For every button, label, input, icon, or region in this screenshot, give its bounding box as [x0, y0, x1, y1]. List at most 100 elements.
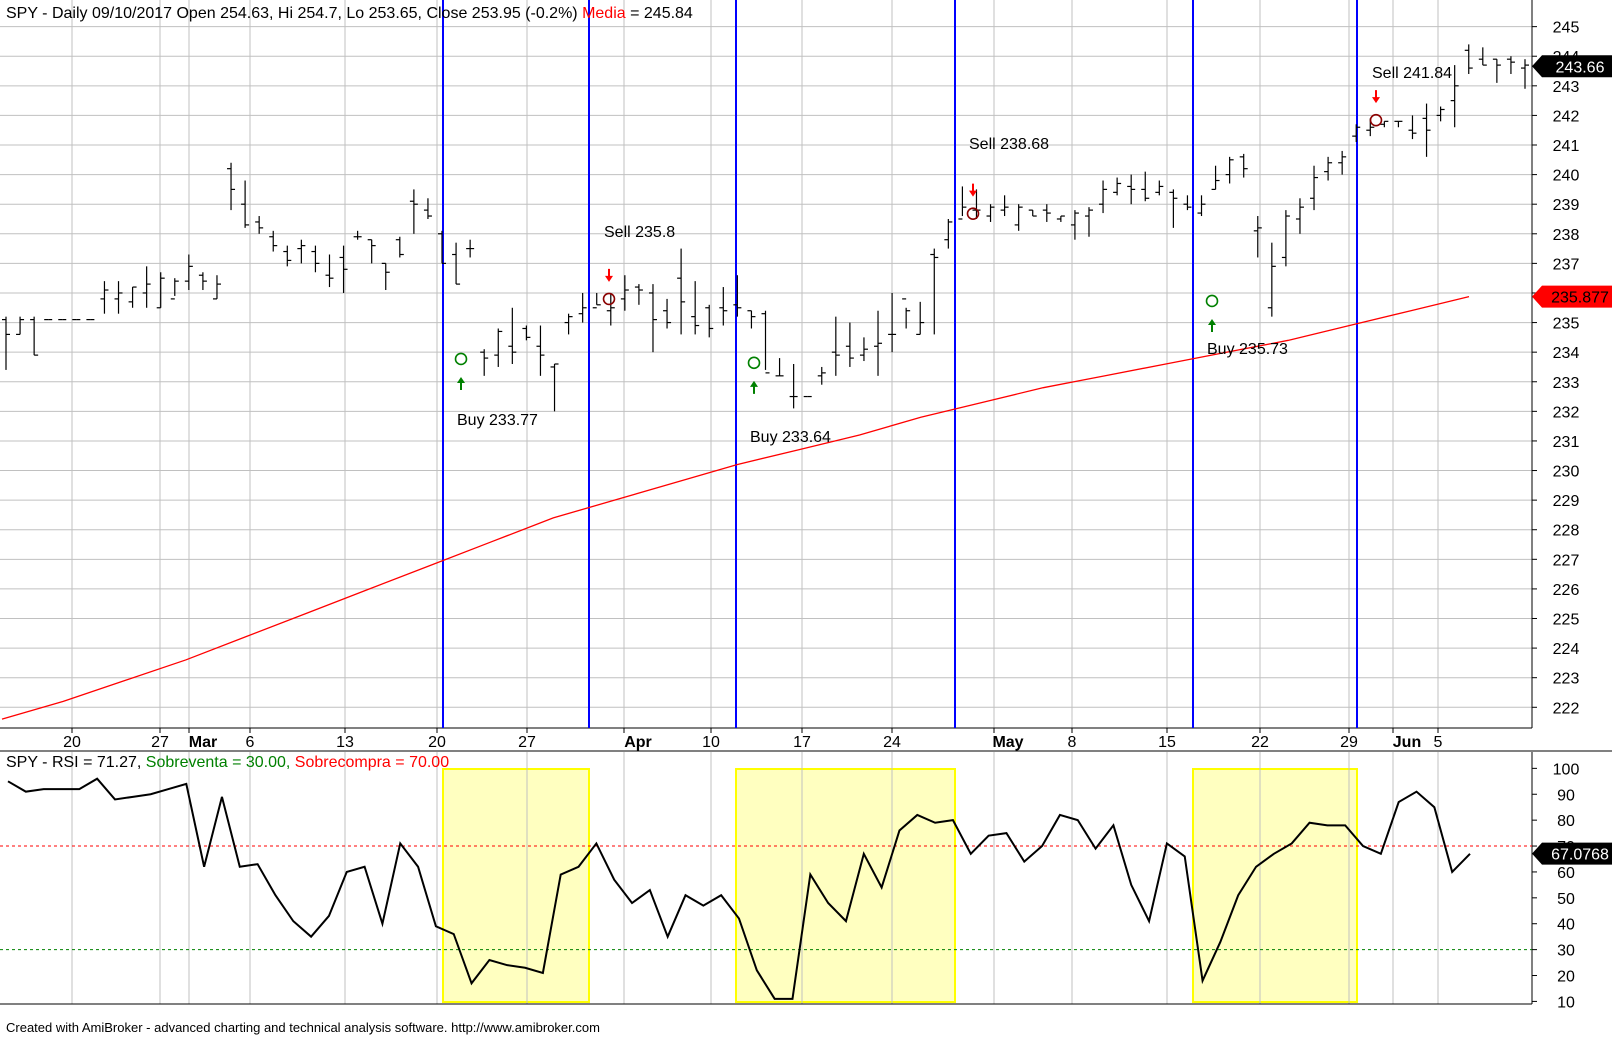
ohlc-bar — [184, 254, 193, 291]
ohlc-bar — [831, 316, 840, 376]
ohlc-bar — [719, 287, 728, 326]
ohlc-bar — [241, 180, 250, 228]
ohlc-bar — [297, 239, 306, 264]
ohlc-bar — [634, 284, 643, 305]
price-xtick-label-May: May — [992, 734, 1023, 751]
last-price-flag — [1532, 55, 1612, 78]
price-header: SPY - Daily 09/10/2017 Open 254.63, Hi 2… — [6, 5, 693, 22]
price-ytick-label-241: 241 — [1553, 138, 1580, 155]
price-chart[interactable]: 2222232242252262272282292302312322332342… — [0, 0, 1612, 752]
ohlc-bar — [958, 186, 967, 220]
ma-last-flag — [1532, 285, 1612, 308]
sell-signal-marker — [1369, 113, 1383, 127]
price-ytick-label-223: 223 — [1553, 671, 1580, 688]
ohlc-bar — [845, 322, 854, 367]
rsi-header-oversold: Sobreventa = 30.00, — [146, 754, 295, 771]
price-ytick-label-227: 227 — [1553, 552, 1580, 569]
sell-signal-label: Sell 235.8 — [604, 224, 675, 241]
ohlc-bar — [367, 239, 376, 264]
ohlc-bar — [1253, 216, 1262, 258]
ohlc-bar — [592, 292, 601, 309]
price-xtick-label-6: 6 — [246, 734, 255, 751]
ohlc-bar — [1211, 165, 1220, 190]
ohlc-bar — [1436, 106, 1445, 122]
price-xtick-label-Mar: Mar — [189, 734, 217, 751]
ohlc-bar — [1324, 156, 1333, 181]
ohlc-bar — [1239, 153, 1248, 178]
ohlc-bar — [1506, 56, 1515, 74]
ohlc-bar — [859, 337, 868, 362]
price-xtick-label-17: 17 — [793, 734, 811, 751]
sell-arrow-icon — [605, 268, 613, 282]
ohlc-bar — [1056, 215, 1065, 222]
ohlc-bar — [1000, 195, 1009, 217]
price-ytick-label-243: 243 — [1553, 79, 1580, 96]
rsi-ytick-label-60: 60 — [1557, 865, 1575, 882]
price-ytick-label-231: 231 — [1553, 434, 1580, 451]
price-ytick-label-224: 224 — [1553, 641, 1580, 658]
ohlc-bar — [1450, 65, 1459, 128]
ohlc-bar — [1070, 210, 1079, 240]
ohlc-bar — [522, 325, 531, 341]
price-ytick-label-232: 232 — [1553, 404, 1580, 421]
ohlc-bar — [100, 281, 109, 314]
ohlc-bar — [466, 239, 475, 258]
rsi-ytick-label-90: 90 — [1557, 787, 1575, 804]
rsi-ytick-label-20: 20 — [1557, 969, 1575, 986]
price-ytick-label-238: 238 — [1553, 227, 1580, 244]
ohlc-bar — [578, 292, 587, 323]
buy-signal-label: Buy 233.77 — [457, 412, 538, 429]
buy-arrow-icon — [1208, 318, 1216, 332]
rsi-ytick-label-80: 80 — [1557, 813, 1575, 830]
price-ytick-label-234: 234 — [1553, 345, 1580, 362]
buy-arrow-icon — [750, 380, 758, 394]
ohlc-bar — [761, 310, 770, 374]
ohlc-bar — [1492, 58, 1501, 83]
ohlc-bar — [452, 242, 461, 285]
ohlc-bar — [606, 292, 615, 326]
ohlc-bar — [1394, 120, 1403, 128]
price-xtick-label-Apr: Apr — [624, 734, 652, 751]
rsi-ytick-label-30: 30 — [1557, 943, 1575, 960]
ohlc-bar — [691, 281, 700, 335]
ohlc-bar — [1352, 124, 1361, 143]
ohlc-bar — [1155, 180, 1164, 196]
ohlc-bar — [325, 254, 334, 288]
ohlc-bar — [142, 266, 151, 308]
price-ytick-label-237: 237 — [1553, 256, 1580, 273]
ohlc-bar — [1197, 195, 1206, 217]
ohlc-bar — [817, 366, 826, 385]
ohlc-bar — [1127, 174, 1136, 205]
buy-signal-marker — [1205, 294, 1219, 308]
ohlc-bar — [409, 189, 418, 234]
rsi-ytick-label-100: 100 — [1553, 761, 1580, 778]
ohlc-bar — [2, 316, 10, 370]
ohlc-bar — [1169, 189, 1178, 228]
price-ytick-label-239: 239 — [1553, 197, 1580, 214]
ohlc-bar — [283, 245, 292, 267]
ohlc-bar — [128, 286, 137, 308]
ohlc-bar — [198, 272, 207, 291]
ohlc-bar — [1338, 150, 1347, 175]
buy-signal-marker — [747, 356, 761, 370]
price-xtick-label-10: 10 — [702, 734, 720, 751]
sell-arrow-icon — [969, 183, 977, 197]
ohlc-bar — [550, 363, 559, 412]
rsi-highlight-zone-2 — [735, 768, 956, 1003]
price-xtick-label-20: 20 — [63, 734, 81, 751]
ohlc-bar — [874, 310, 883, 376]
rsi-highlight-zone-3 — [1192, 768, 1358, 1003]
rsi-header-value: SPY - RSI = 71.27, — [6, 754, 146, 771]
ohlc-bar — [986, 204, 995, 222]
price-ytick-label-228: 228 — [1553, 523, 1580, 540]
price-ytick-label-226: 226 — [1553, 582, 1580, 599]
ohlc-bar — [438, 230, 447, 264]
price-ytick-label-222: 222 — [1553, 700, 1580, 717]
ohlc-bar — [1281, 210, 1290, 267]
ohlc-bar — [1099, 180, 1108, 214]
ohlc-bar — [480, 349, 489, 376]
ohlc-bar — [916, 301, 925, 336]
rsi-ytick-label-40: 40 — [1557, 917, 1575, 934]
